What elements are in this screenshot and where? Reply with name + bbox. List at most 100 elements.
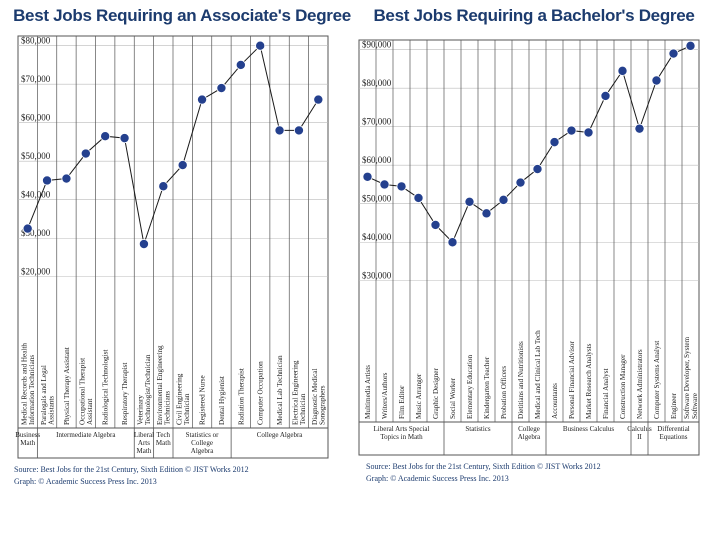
x-tick-label: Medical and Clinical Lab Tech (534, 330, 542, 419)
data-point (498, 194, 509, 205)
math-group-label: Business Math (15, 431, 40, 447)
y-tick-label: $40,000 (21, 190, 51, 200)
x-tick-label: Medical Lab Technician (276, 355, 284, 425)
x-tick-label: Kindergarten Teacher (483, 356, 491, 419)
data-point (235, 59, 246, 70)
y-tick-label: $30,000 (362, 271, 392, 281)
y-tick-label: $20,000 (21, 267, 51, 277)
data-point (396, 181, 407, 192)
x-tick-label: Respiratory Therapist (121, 363, 129, 425)
y-tick-label: $60,000 (21, 113, 51, 123)
x-tick-label: Physical Therapy Assistant (63, 347, 71, 425)
data-point (80, 148, 91, 159)
x-tick-label: Construction Manager (619, 354, 627, 419)
chart-title: Best Jobs Requiring a Bachelor's Degree (373, 6, 695, 25)
data-point (447, 237, 458, 248)
x-tick-label: Computer Occupation (257, 361, 265, 425)
x-tick-label: Dietitians and Nutritionists (517, 341, 525, 419)
data-point (119, 133, 130, 144)
data-point (138, 239, 149, 250)
x-tick-label: Financial Analyst (602, 368, 610, 419)
data-point (515, 177, 526, 188)
math-group-label: Liberal Arts Special Topics in Math (374, 425, 430, 441)
data-point (22, 223, 33, 234)
x-tick-label: Writers/Authors (381, 372, 389, 419)
math-group-label: Differential Equations (657, 425, 690, 441)
x-tick-label: Engineer (670, 392, 678, 419)
data-point (481, 208, 492, 219)
x-tick-label: Dental Hygienist (218, 376, 226, 425)
math-group-label: College Algebra (257, 431, 304, 439)
x-tick-label: Music Arranger (415, 373, 423, 419)
x-tick-label: Network Administrators (636, 349, 644, 419)
data-point (255, 40, 266, 51)
x-tick-label: VeterinaryTechnologist/Technician (137, 354, 153, 425)
source-note: Source: Best Jobs for the 21st Century, … (14, 465, 249, 474)
math-group-label: Statistics (465, 425, 491, 433)
math-group-label: Business Calculus (563, 425, 614, 433)
x-tick-label: Registered Nurse (199, 375, 207, 425)
x-tick-label: Accountants (551, 383, 559, 419)
associate-chart-panel: Best Jobs Requiring an Associate's Degre… (6, 0, 358, 540)
math-group-label: Calculus II (627, 425, 652, 441)
data-point (274, 125, 285, 136)
x-tick-label: Personal Financial Advisor (568, 341, 576, 419)
x-tick-label: Graphic Designer (432, 368, 440, 419)
y-tick-label: $80,000 (362, 78, 392, 88)
y-tick-label: $50,000 (21, 151, 51, 161)
bachelor-chart-panel: Best Jobs Requiring a Bachelor's Degree … (358, 0, 710, 540)
x-tick-label: Elementary Education (466, 355, 474, 419)
data-point (651, 75, 662, 86)
x-tick-label: Radiological Technologist (102, 350, 110, 425)
y-tick-label: $30,000 (21, 228, 51, 238)
bachelor-chart-svg: $30,000 $40,000 $50,000 $60,000 $70,000 $80,0… (358, 39, 700, 456)
math-group-label: Intermediate Algebra (56, 431, 116, 439)
math-group-label: College Algebra (518, 425, 541, 441)
x-tick-label: Occupational TherapistAssistant (79, 358, 95, 425)
x-tick-label: Environmental EngineeringTechnicians (156, 345, 172, 425)
y-tick-label: $70,000 (362, 117, 392, 127)
data-point (42, 175, 53, 186)
series-line (367, 45, 691, 244)
x-tick-label: Civil EngineeringTechnician (175, 373, 191, 425)
data-point (634, 123, 645, 134)
series-line (27, 44, 319, 245)
data-point (100, 131, 111, 142)
data-point (566, 125, 577, 136)
x-tick-label: Film Editor (398, 385, 406, 419)
data-point (549, 137, 560, 148)
data-point (362, 171, 373, 182)
math-group-label: Statistics or College Algebra (186, 431, 220, 455)
x-tick-label: Probation Officers (500, 366, 508, 419)
x-tick-label: Multimedia Artists (364, 365, 372, 419)
y-tick-label: $60,000 (362, 155, 392, 165)
data-point (313, 94, 324, 105)
y-tick-label: $70,000 (21, 74, 51, 84)
data-point (379, 179, 390, 190)
x-tick-label: Paralegals and LegalAssistants (40, 365, 56, 425)
data-point (600, 90, 611, 101)
x-tick-label: Market Research Analysts (585, 343, 593, 419)
data-point (413, 192, 424, 203)
x-tick-label: Diagnostic MedicalSonographers (311, 369, 327, 426)
math-group-label: Liberal Arts Math (134, 431, 154, 455)
y-tick-label: $50,000 (362, 194, 392, 204)
data-point (583, 127, 594, 138)
data-point (685, 40, 696, 51)
data-point (177, 160, 188, 171)
data-point (464, 196, 475, 207)
data-point (158, 181, 169, 192)
x-tick-label: Radiation Therapist (237, 368, 245, 425)
credit-note: Graph: © Academic Success Press Inc. 201… (14, 477, 157, 486)
y-tick-label: $40,000 (362, 232, 392, 242)
y-tick-label: $90,000 (362, 40, 392, 50)
x-tick-label: Medical Records and HealthInformation Te… (20, 343, 36, 425)
x-tick-label: Computer Systems Analyst (653, 341, 661, 419)
credit-note: Graph: © Academic Success Press Inc. 201… (366, 474, 509, 483)
y-tick-label: $80,000 (21, 36, 51, 46)
chart-title: Best Jobs Requiring an Associate's Degre… (13, 6, 351, 25)
data-point (293, 125, 304, 136)
data-point (216, 83, 227, 94)
x-tick-label: Electrical EngineeringTechnician (292, 360, 308, 425)
data-point (668, 48, 679, 59)
